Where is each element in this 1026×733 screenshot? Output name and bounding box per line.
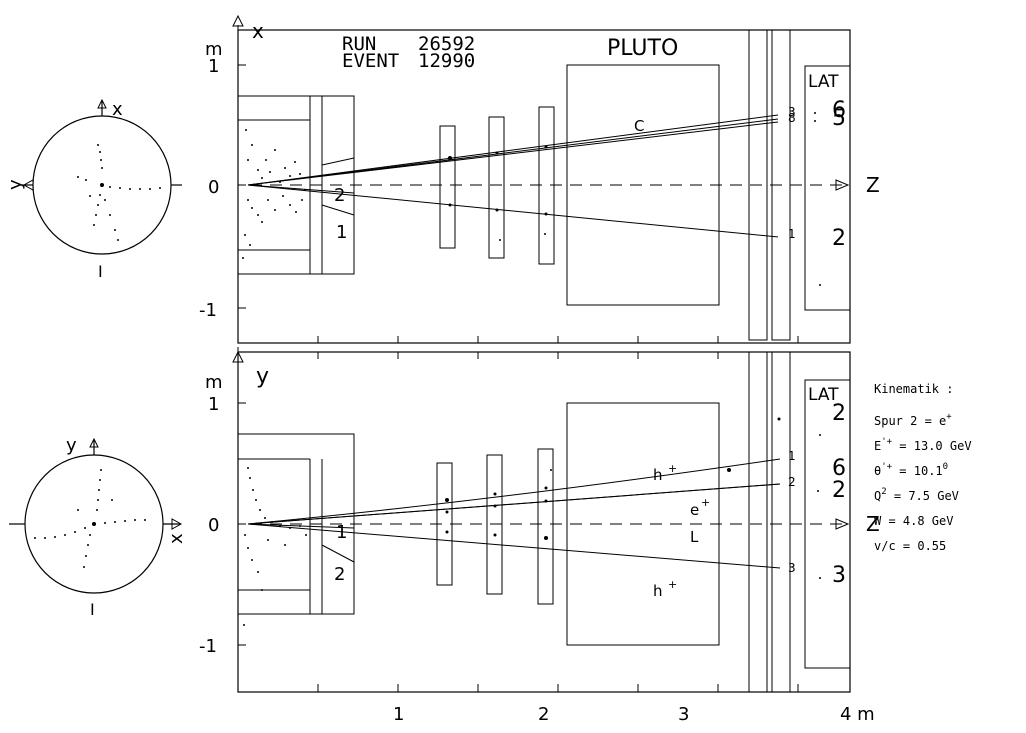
top-axis-z: Z xyxy=(866,173,880,197)
end-view-top-z-mark: I xyxy=(98,262,103,281)
kinematics-row-2: E'+ = 13.0 GeV xyxy=(874,437,972,453)
side-track-e-plus: + xyxy=(701,496,710,509)
end-view-top-y-label: y xyxy=(5,179,26,190)
run-label: RUN xyxy=(342,33,376,55)
end-view-bottom-x-label: x xyxy=(166,533,187,544)
top-hits xyxy=(242,112,821,286)
x-tick-1: 1 xyxy=(393,704,404,725)
top-view-axis-x: x xyxy=(252,19,264,43)
top-view-tick-0: 0 xyxy=(208,177,219,198)
top-view-frame xyxy=(237,29,851,344)
side-view-y-arrow xyxy=(232,350,244,363)
top-z-arrow xyxy=(835,179,850,191)
top-chamber-2 xyxy=(488,116,505,259)
top-lat-box xyxy=(804,65,851,311)
end-view-bottom-y-label: y xyxy=(66,435,77,456)
side-track-h-bottom: h xyxy=(653,582,663,600)
side-track-e: e xyxy=(690,501,699,519)
top-track-c: C xyxy=(634,117,644,135)
top-track-2-inner: 2 xyxy=(334,185,345,206)
end-view-top-hits xyxy=(77,144,161,241)
side-lat-label: LAT xyxy=(808,385,839,405)
side-chamber-3 xyxy=(537,448,554,605)
kinematics-panel: Kinematik : Spur 2 = e+ E'+ = 13.0 GeV θ… xyxy=(874,382,972,553)
side-view-tick-0: 0 xyxy=(208,515,219,536)
end-view-top-x-arrow xyxy=(97,98,107,109)
side-end-1: 1 xyxy=(788,449,796,463)
top-view-tick-1: 1 xyxy=(208,56,219,77)
kinematics-title: Kinematik : xyxy=(874,382,953,396)
side-lat-box xyxy=(804,379,851,669)
x-tick-4m: 4 m xyxy=(840,704,875,725)
top-slab-1 xyxy=(748,29,768,341)
end-view-bottom-hits xyxy=(34,469,146,568)
side-track-1-inner: 1 xyxy=(336,522,347,543)
kinematics-row-6: v/c = 0.55 xyxy=(874,539,946,553)
z-axis-scale: 1 2 3 4 m xyxy=(393,704,875,725)
top-tracks xyxy=(247,114,779,238)
side-track-h-bottom-plus: + xyxy=(668,578,677,591)
side-track-2-inner: 2 xyxy=(334,564,345,585)
side-end-2: 2 xyxy=(788,475,796,489)
top-lat-label: LAT xyxy=(808,72,839,92)
end-view-bottom-x-arrow xyxy=(171,518,183,530)
x-tick-3: 3 xyxy=(678,704,689,725)
event-label: EVENT xyxy=(342,50,399,72)
side-lat-6: 6 xyxy=(832,456,846,481)
top-lat-6: 6 xyxy=(832,98,846,123)
end-view-bottom: y x I xyxy=(9,435,187,619)
top-chamber-1 xyxy=(439,125,456,249)
side-track-h-top-plus: + xyxy=(668,462,677,475)
event-value: 12990 xyxy=(418,50,475,72)
side-view-panel: y m 1 0 -1 LAT xyxy=(199,347,880,693)
side-hits xyxy=(243,417,821,626)
end-view-bottom-z-mark: I xyxy=(90,600,95,619)
kinematics-row-4: Q2 = 7.5 GeV xyxy=(874,487,959,503)
side-tracks xyxy=(247,458,781,569)
side-axis-z: Z xyxy=(866,512,880,536)
top-lat-2: 2 xyxy=(832,226,846,251)
side-track-h-top: h xyxy=(653,466,663,484)
side-z-arrow xyxy=(835,518,850,530)
top-view-x-arrow xyxy=(232,14,244,27)
top-track-3-end: 3 xyxy=(788,105,796,119)
run-value: 26592 xyxy=(418,33,475,55)
end-view-top: x y I xyxy=(5,98,182,281)
top-view-tick-minus1: -1 xyxy=(199,300,217,321)
kinematics-row-5: W = 4.8 GeV xyxy=(874,514,953,528)
kinematics-row-1: Spur 2 = e+ xyxy=(874,412,952,428)
end-view-top-y-arrow xyxy=(22,179,34,191)
top-view-panel: x m 1 0 -1 RUN 26592 EVENT 12990 PLUTO xyxy=(199,14,880,344)
side-track-l: L xyxy=(690,528,699,546)
end-view-top-x-label: x xyxy=(112,99,123,120)
side-view-frame xyxy=(237,351,851,693)
side-end-3: 3 xyxy=(788,561,796,575)
kinematics-row-3: θ'+ = 10.10 xyxy=(874,462,948,478)
side-lat-2b: 2 xyxy=(832,478,846,503)
side-lat-3: 3 xyxy=(832,563,846,588)
side-lat-2a: 2 xyxy=(832,401,846,426)
top-view-unit: m xyxy=(205,39,223,60)
x-tick-2: 2 xyxy=(538,704,549,725)
side-view-tick-1: 1 xyxy=(208,394,219,415)
top-track-1-inner: 1 xyxy=(336,222,347,243)
top-track-1-end: 1 xyxy=(788,227,796,241)
side-view-unit: m xyxy=(205,372,223,393)
side-view-tick-minus1: -1 xyxy=(199,636,217,657)
top-lat-5: 5 xyxy=(832,106,846,131)
end-view-bottom-y-arrow xyxy=(89,437,99,448)
detector-name: PLUTO xyxy=(607,36,678,61)
side-view-axis-y: y xyxy=(256,364,269,389)
top-track-8-end: 8 xyxy=(788,111,796,125)
